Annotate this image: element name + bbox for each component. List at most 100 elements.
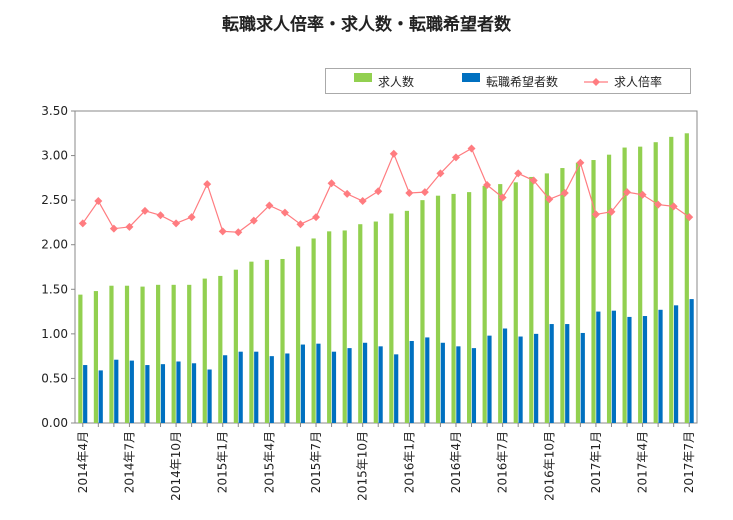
bar-job-openings [311, 238, 316, 423]
x-tick-label: 2015年1月 [216, 431, 230, 493]
point-ratio [343, 189, 352, 198]
bar-job-openings [202, 278, 207, 423]
point-ratio [654, 200, 663, 209]
chart-title: 転職求人倍率・求人数・転職希望者数 [222, 15, 511, 35]
legend-swatch-job-openings [354, 73, 372, 82]
bar-job-seekers [502, 328, 508, 423]
bar-job-seekers [409, 340, 414, 423]
bar-job-seekers [471, 348, 477, 423]
bar-job-seekers [425, 337, 430, 423]
bar-job-seekers [518, 336, 523, 423]
bar-job-seekers [83, 365, 88, 423]
point-ratio [172, 219, 181, 228]
point-ratio [312, 213, 321, 222]
legend-swatch-ratio [584, 78, 608, 86]
point-ratio [638, 190, 647, 199]
bar-job-openings [187, 284, 192, 423]
bar-job-openings [575, 162, 581, 423]
bar-job-openings [295, 246, 301, 423]
point-ratio [280, 208, 289, 217]
y-tick-label: 0.00 [41, 416, 68, 430]
point-ratio [249, 216, 258, 225]
point-ratio [529, 176, 538, 185]
point-ratio [125, 222, 134, 231]
bar-job-openings [622, 147, 627, 423]
point-ratio [109, 224, 118, 233]
point-ratio [389, 149, 398, 158]
bar-job-openings [218, 275, 223, 423]
bar-job-seekers [487, 335, 492, 423]
legend-label-job-openings: 求人数 [378, 75, 415, 89]
bar-job-openings [544, 173, 549, 423]
bar-job-openings [249, 261, 254, 423]
point-ratio [436, 169, 445, 178]
bar-job-openings [467, 192, 472, 423]
y-tick-label: 0.50 [41, 371, 68, 385]
bar-job-openings [373, 221, 378, 423]
point-ratio [140, 206, 149, 215]
bar-job-seekers [642, 316, 648, 423]
x-tick-label: 2014年10月 [169, 431, 183, 501]
y-tick-label: 3.00 [41, 149, 68, 163]
y-tick-label: 1.00 [41, 327, 68, 341]
bar-job-seekers [596, 311, 601, 423]
bar-job-seekers [285, 353, 290, 423]
point-ratio [467, 144, 476, 153]
y-tick-label: 2.50 [41, 193, 68, 207]
bar-job-openings [93, 291, 99, 423]
bar-job-openings [513, 182, 518, 423]
point-ratio [451, 153, 460, 162]
bar-job-seekers [673, 305, 679, 423]
bar-job-openings [684, 133, 689, 424]
bar-job-openings [389, 213, 394, 423]
bar-job-seekers [238, 351, 243, 423]
line-ratio [82, 147, 690, 233]
x-tick-label: 2016年1月 [402, 431, 416, 493]
bar-job-openings [280, 258, 285, 423]
bar-job-seekers [627, 316, 632, 423]
bar-job-seekers [160, 364, 166, 423]
bar-job-seekers [254, 351, 259, 423]
bar-job-openings [482, 185, 487, 423]
x-tick-label: 2016年7月 [496, 431, 510, 493]
bar-job-seekers [347, 348, 352, 423]
bar-job-seekers [378, 346, 383, 423]
bar-job-seekers [145, 365, 150, 423]
bar-job-openings [669, 136, 674, 423]
bar-job-seekers [191, 363, 197, 423]
point-ratio [685, 213, 694, 222]
bar-job-openings [358, 224, 363, 423]
point-ratio [576, 158, 585, 167]
point-ratio [94, 197, 103, 206]
y-tick-label: 3.50 [41, 104, 68, 118]
bar-job-seekers [176, 361, 181, 423]
bar-job-openings [327, 231, 332, 423]
point-ratio [669, 202, 678, 211]
bar-job-openings [498, 184, 503, 423]
bar-job-seekers [129, 360, 134, 423]
point-ratio [591, 210, 600, 219]
point-ratio [420, 188, 429, 197]
bar-job-seekers [394, 354, 399, 423]
x-tick-label: 2016年4月 [449, 431, 463, 493]
point-ratio [514, 169, 523, 178]
point-ratio [203, 180, 212, 189]
bar-job-seekers [565, 324, 570, 423]
bar-job-openings [591, 160, 596, 423]
bar-job-openings [342, 230, 347, 423]
bar-job-openings [156, 284, 161, 423]
bar-job-openings [78, 294, 83, 423]
bar-job-seekers [440, 342, 445, 423]
bar-job-openings [124, 285, 130, 423]
point-ratio [560, 189, 569, 198]
point-ratio [156, 211, 165, 220]
point-ratio [78, 219, 87, 228]
point-ratio [218, 227, 227, 236]
bar-job-openings [638, 146, 643, 423]
point-ratio [327, 179, 336, 188]
bar-job-openings [420, 200, 425, 423]
bar-job-seekers [580, 332, 585, 423]
bar-job-seekers [331, 351, 337, 423]
point-ratio [405, 189, 414, 198]
bar-job-openings [404, 210, 410, 423]
